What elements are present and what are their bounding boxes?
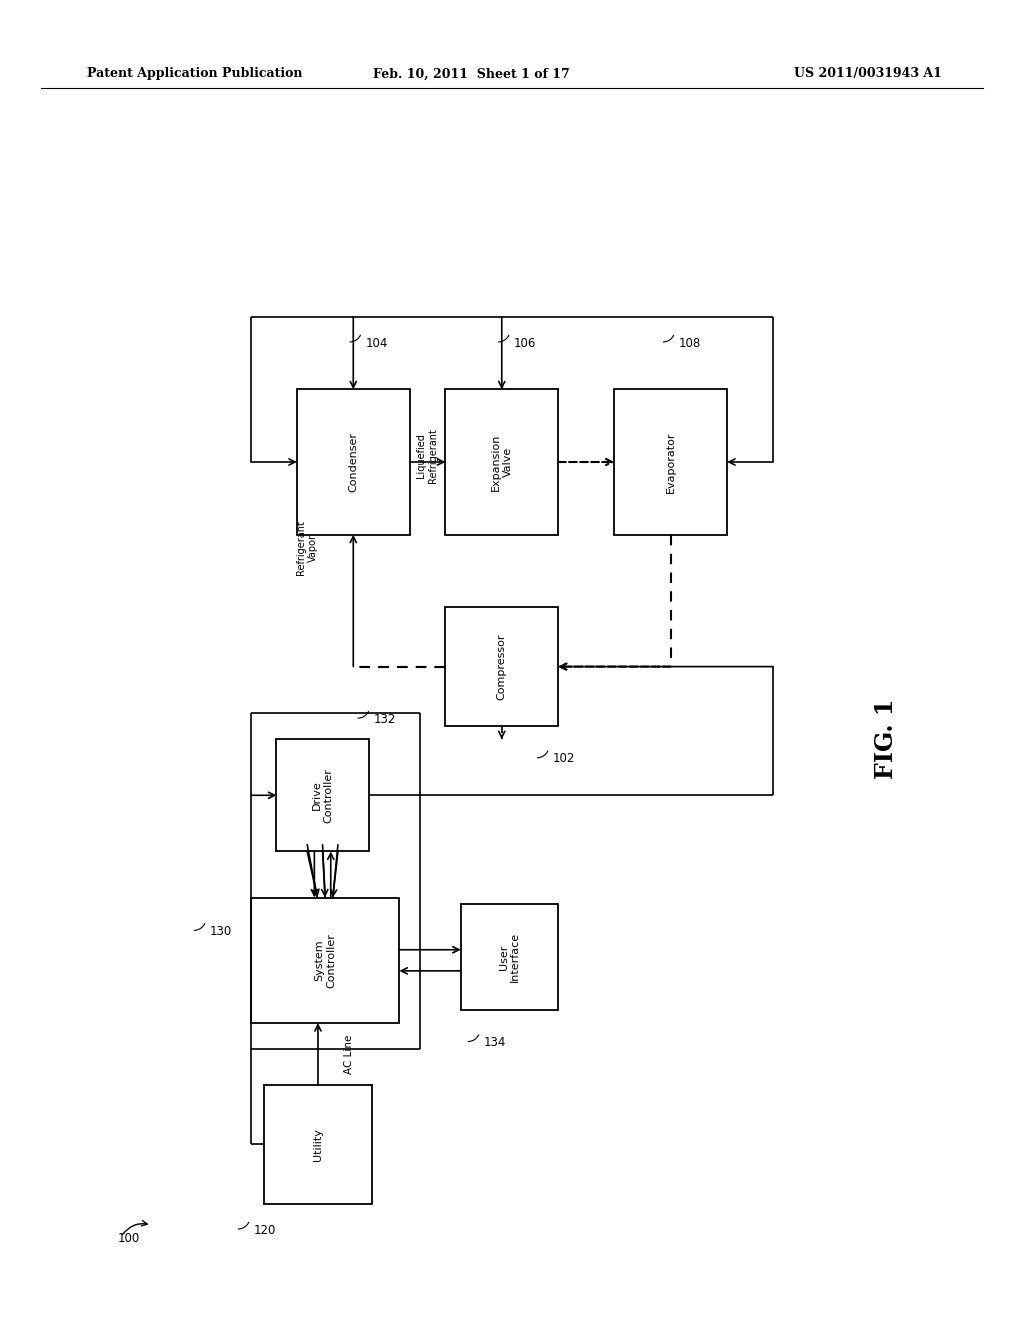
Text: Condenser: Condenser [348,432,358,492]
Text: 104: 104 [366,337,388,350]
Bar [264,1085,372,1204]
Text: AC Line: AC Line [344,1035,353,1073]
Text: 102: 102 [553,752,575,766]
Text: Expansion
Valve: Expansion Valve [490,433,513,491]
Text: Liquefied
Refrigerant: Liquefied Refrigerant [416,428,438,483]
Text: Patent Application Publication: Patent Application Publication [87,67,302,81]
Text: 106: 106 [514,337,537,350]
Bar [276,739,369,851]
Text: 100: 100 [118,1232,140,1245]
Text: Utility: Utility [313,1129,323,1160]
Bar [445,607,558,726]
Text: US 2011/0031943 A1: US 2011/0031943 A1 [795,67,942,81]
Bar [461,904,558,1010]
Text: Drive
Controller: Drive Controller [311,768,334,822]
Text: Evaporator: Evaporator [666,432,676,492]
Text: 132: 132 [374,713,396,726]
Bar [251,898,399,1023]
Text: 108: 108 [679,337,701,350]
Bar [614,389,727,535]
Bar [445,389,558,535]
Text: 120: 120 [254,1224,276,1237]
Text: 130: 130 [210,925,232,939]
Text: Feb. 10, 2011  Sheet 1 of 17: Feb. 10, 2011 Sheet 1 of 17 [373,67,569,81]
Text: FIG. 1: FIG. 1 [873,700,898,779]
Text: Refrigerant
Vapor: Refrigerant Vapor [296,520,318,576]
Text: System
Controller: System Controller [314,933,336,987]
Text: Compressor: Compressor [497,634,507,700]
Text: User
Interface: User Interface [499,932,520,982]
Text: 134: 134 [483,1036,506,1049]
Bar [297,389,410,535]
